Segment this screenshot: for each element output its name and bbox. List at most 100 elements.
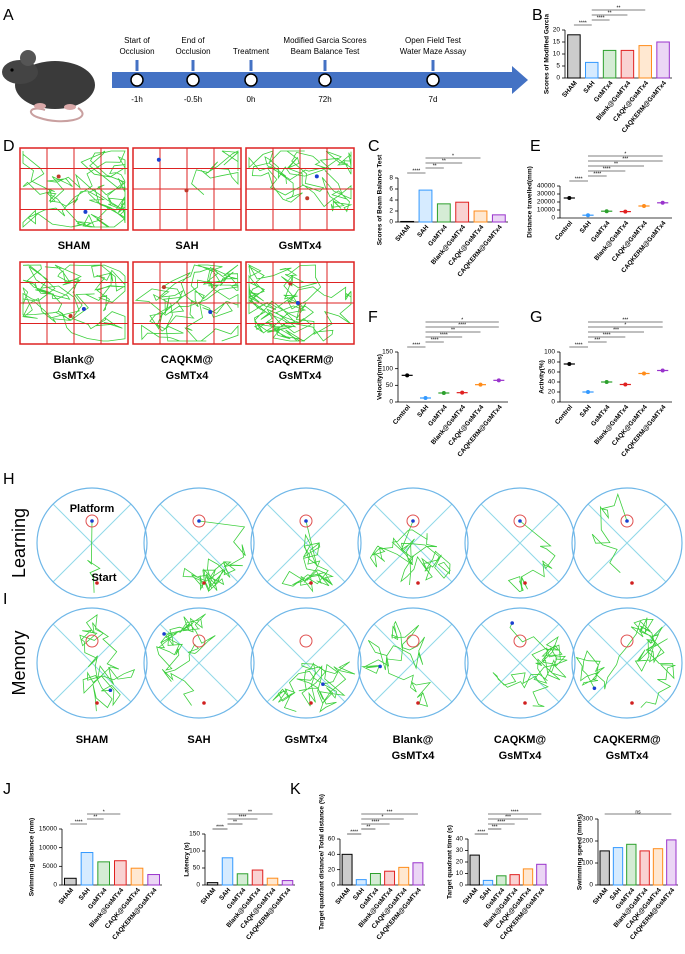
timeline-time: -1h [131,95,143,104]
x-tick-label: SHAM [394,224,412,243]
y-tick-label: 0 [459,882,463,889]
pool [464,487,576,599]
panel-label: F [368,309,378,326]
y-tick-label: 40 [328,851,336,858]
y-tick-label: 200 [582,838,593,845]
y-tick-label: 8 [389,175,393,182]
start-label: Start [91,572,116,584]
sig-label: ns [635,809,641,815]
point [478,382,483,387]
x-tick-label: SHAM [592,887,610,906]
bar [355,879,367,886]
sig-label: ** [442,158,446,164]
bar [612,847,624,886]
y-tick-label: 60 [328,836,336,843]
bar [602,49,617,79]
pool-cross [480,623,560,703]
pool-cross [480,503,560,583]
point [405,373,410,378]
x-tick-label: SAH [582,80,596,95]
timeline-time: -0.5h [184,95,202,104]
x-tick-label: SAH [78,887,92,902]
timeline-node [186,73,200,87]
end-dot [321,682,325,687]
panel-label: C [368,138,380,155]
group-label: CAQKM@ [161,354,214,366]
pool-cross [266,503,346,583]
timeline-label: Occlusion [175,47,210,56]
platform [192,514,206,528]
bar [585,61,599,79]
sig-label: **** [575,176,583,182]
trajectory [272,661,356,713]
end-dot [592,686,597,691]
group-label: GsMTx4 [285,734,329,746]
point [642,204,646,208]
start-dot [314,174,319,179]
start-dot [95,701,99,705]
y-tick-label: 15 [553,39,561,46]
pool [250,607,362,719]
y-tick-label: 20 [456,859,464,866]
panel-label: H [3,471,15,488]
point [660,200,665,205]
platform [85,514,99,528]
sig-label: **** [372,819,380,825]
y-axis-label: Swimming distance (mm) [29,818,36,896]
start-dot [309,701,313,705]
timeline-node [244,73,258,87]
start-dot [523,701,527,705]
bar [509,874,520,886]
y-tick-label: 0 [551,399,555,406]
y-tick-label: 40000 [537,183,555,190]
sig-label: **** [412,168,420,174]
y-axis-label: Target quadrant distance/ Total distance… [319,794,326,930]
sig-label: *** [613,327,619,333]
trajectory [369,520,451,586]
panel-label: D [3,138,15,155]
sig-label: **** [593,171,601,177]
bar [398,866,410,886]
platform [299,514,313,528]
trajectory [492,622,568,707]
start-dot [208,310,213,315]
group-label: SAH [175,240,198,252]
y-tick-label: 5 [556,63,560,70]
point [460,390,465,395]
sig-label: ** [614,161,618,167]
bar [400,220,415,223]
end-dot [197,519,201,523]
group-label: SHAM [58,240,90,252]
end-dot [184,188,189,193]
sig-label: **** [603,332,611,338]
point [623,209,628,214]
y-tick-label: 10 [553,51,561,58]
bar [114,860,127,886]
bar [626,843,637,886]
x-tick-label: Control [392,404,412,426]
sig-label: *** [505,814,511,820]
group-label: Blank@ [393,734,434,746]
timeline-node [130,73,144,87]
bar [384,870,396,886]
y-tick-label: 6 [389,186,393,193]
bar [369,873,381,886]
timeline-label: Occlusion [119,47,154,56]
y-tick-label: 100 [189,848,200,855]
y-tick-label: 2 [389,208,393,215]
panel-label: A [3,7,14,24]
timeline-time: 7d [429,95,438,104]
timeline-label: Modified Garcia Scores [283,36,366,45]
bar [656,41,670,79]
point [423,396,428,400]
pool-cross [373,623,453,703]
y-tick-label: 10000 [39,844,57,851]
group-label: GsMTx4 [279,370,323,382]
start-dot [416,701,420,705]
pool [36,607,148,719]
pool [143,487,255,599]
panel-label: E [530,138,541,155]
y-tick-label: 10 [456,870,464,877]
bar [473,210,488,223]
bar [266,877,279,886]
